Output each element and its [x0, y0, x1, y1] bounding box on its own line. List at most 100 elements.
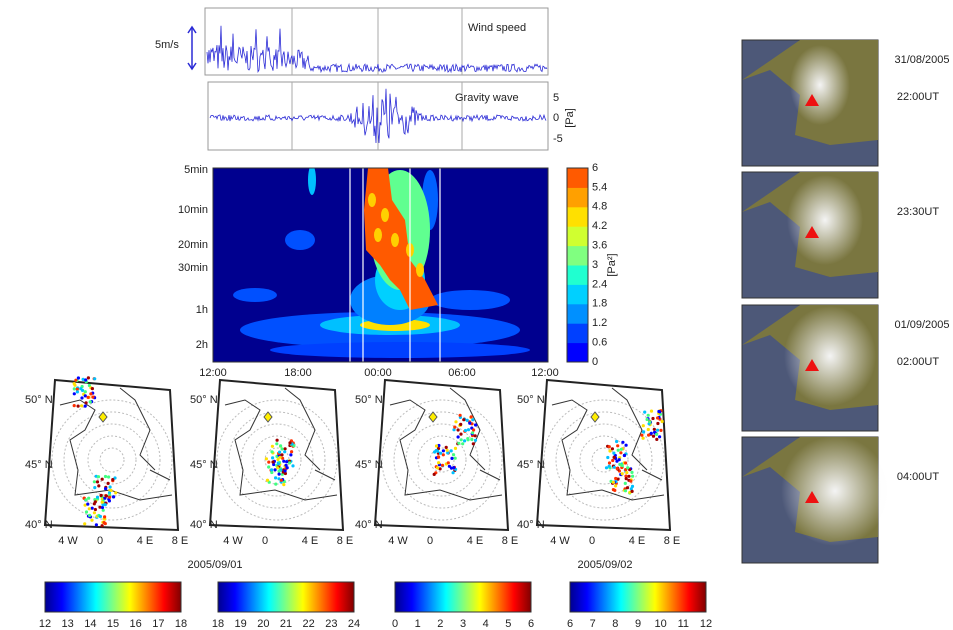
lightning-dot: [473, 434, 477, 438]
lightning-dot: [83, 390, 87, 394]
lightning-dot: [452, 453, 456, 457]
lightning-dot: [83, 404, 87, 408]
lightning-dot: [449, 449, 453, 453]
date-label: 2005/09/02: [577, 559, 632, 571]
lightning-dot: [275, 442, 279, 446]
lightning-dot: [285, 460, 289, 464]
y-tick-label: 2h: [196, 339, 208, 351]
colorbar-step: [567, 168, 588, 188]
lon-label: 4 W: [58, 535, 78, 547]
lon-label: 8 E: [337, 535, 354, 547]
lightning-dot: [109, 488, 113, 492]
colorbar-step: [567, 206, 588, 227]
lightning-dot: [437, 443, 441, 448]
power-blob: [233, 288, 277, 302]
marker: [98, 411, 108, 423]
lightning-dot: [611, 480, 615, 484]
lightning-dot: [641, 424, 645, 428]
range-ring: [393, 411, 491, 509]
colorbar-step: [567, 265, 588, 285]
lightning-dot: [625, 486, 630, 490]
colorbar-tick-label: 6: [592, 162, 598, 174]
spectrogram-frame: [212, 167, 549, 363]
lon-label: 4 E: [137, 535, 154, 547]
lightning-dot: [454, 420, 458, 424]
colorbar-step: [567, 342, 588, 363]
map: 50° N 45° N 40° N 4 W 0 4 E 8 E: [190, 378, 354, 547]
lightning-dot: [645, 417, 649, 422]
lightning-dot: [623, 481, 627, 485]
colorbar: [394, 581, 532, 613]
lightning-dot: [652, 427, 656, 431]
colorbar-tick-label: 4.8: [592, 201, 607, 213]
lightning-dot: [449, 466, 454, 470]
colorbar-tick-label: 12: [39, 618, 51, 630]
lightning-dot: [113, 476, 117, 480]
lightning-dot: [456, 428, 460, 432]
lightning-dot: [656, 416, 660, 420]
range-ring: [228, 411, 326, 509]
lightning-dot: [103, 474, 108, 479]
lightning-dot: [72, 404, 76, 408]
power-blob: [308, 168, 316, 195]
lightning-dot: [80, 388, 85, 392]
y-tick-label: 5min: [184, 164, 208, 176]
coastline: [224, 387, 338, 501]
colorbar-tick-label: 6: [567, 618, 573, 630]
colorbar-step: [567, 245, 588, 266]
lightning-dot: [83, 522, 87, 526]
pressure-trace: [209, 88, 547, 144]
lightning-dot: [87, 496, 91, 500]
lightning-dot: [98, 505, 102, 509]
lightning-dot: [88, 400, 92, 404]
marker: [590, 411, 600, 423]
lightning-dot: [87, 507, 91, 511]
wind-frame: [204, 7, 549, 76]
lightning-dot: [264, 457, 268, 461]
colorbar-tick-label: 19: [235, 618, 247, 630]
range-ring: [216, 399, 338, 521]
y-tick-label: 10min: [178, 204, 208, 216]
lightning-dot: [607, 461, 612, 465]
lightning-dot: [276, 466, 280, 470]
lightning-dot: [93, 507, 97, 512]
lightning-dot: [94, 523, 98, 527]
lightning-dot: [465, 418, 469, 422]
lightning-dot: [651, 416, 655, 421]
lightning-dot: [285, 466, 289, 470]
lightning-dot: [446, 451, 450, 455]
time-label: 02:00UT: [897, 356, 939, 368]
lon-label: 4 E: [467, 535, 484, 547]
scale-label: 5m/s: [155, 39, 179, 51]
lightning-dot: [658, 410, 662, 414]
colorbar-tick-label: 5: [505, 618, 511, 630]
y-tick-label: 0: [553, 112, 559, 124]
lightning-dot: [278, 455, 282, 459]
lon-label: 8 E: [172, 535, 189, 547]
lat-label: 40° N: [25, 519, 53, 531]
range-ring: [99, 447, 125, 473]
lightning-dot: [648, 420, 652, 424]
colorbar-tick-label: 2.4: [592, 278, 607, 290]
lightning-dot: [83, 503, 87, 507]
lightning-dot: [87, 383, 91, 388]
lat-label: 50° N: [25, 394, 53, 406]
power-blob: [270, 342, 530, 358]
lightning-dot: [452, 428, 456, 432]
lightning-dot: [270, 468, 274, 472]
map: 50° N 45° N 40° N 4 W 0 4 E 8 E: [355, 378, 518, 547]
lightning-dot: [456, 435, 460, 439]
lightning-dot: [624, 468, 628, 472]
lightning-dot: [282, 459, 286, 463]
lightning-dot: [444, 445, 448, 449]
lightning-dot: [616, 444, 620, 448]
lon-label: 0: [427, 535, 433, 547]
lightning-dot: [84, 378, 88, 382]
lightning-dot: [618, 462, 622, 466]
lightning-dot: [459, 438, 463, 442]
x-tick-label: 00:00: [364, 367, 392, 379]
colorbar-tick-label: 13: [62, 618, 74, 630]
lightning-dot: [106, 481, 110, 485]
lightning-dot: [288, 441, 292, 445]
lightning-dot: [641, 436, 645, 440]
